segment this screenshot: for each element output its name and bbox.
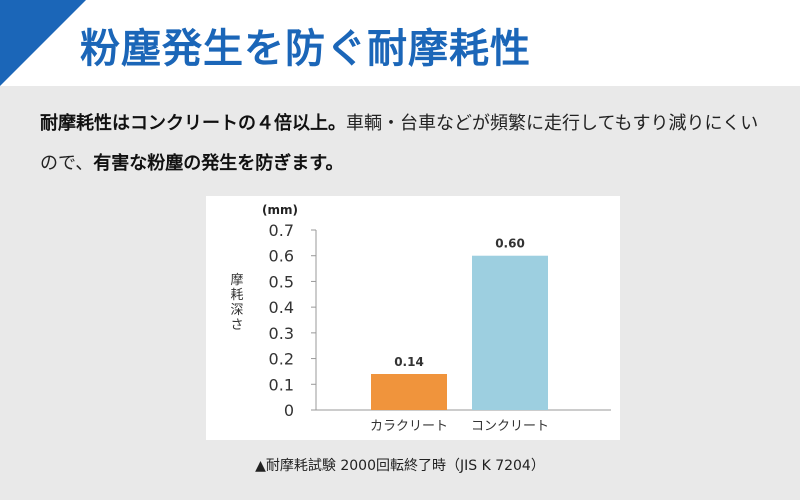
y-tick-label: 0.1 bbox=[269, 375, 294, 394]
y-tick-label: 0.6 bbox=[269, 247, 294, 266]
y-unit-label: (mm) bbox=[262, 203, 298, 217]
y-tick-label: 0.2 bbox=[269, 350, 294, 369]
y-tick-label: 0.7 bbox=[269, 221, 294, 240]
x-category-label: コンクリート bbox=[471, 419, 549, 434]
y-tick-label: 0.3 bbox=[269, 324, 294, 343]
y-axis-label-char: 耗 bbox=[230, 288, 243, 303]
corner-triangle bbox=[0, 0, 86, 86]
description-text: 耐摩耗性はコンクリートの４倍以上。車輌・台車などが頻繁に走行してもすり減りにくい… bbox=[40, 104, 770, 184]
chart-panel: (mm) 0 0.1 0.2 0.3 0.4 0.5 0.6 0.7 摩耗深さ 0.14 カラクリート… bbox=[206, 196, 620, 440]
page-title: 粉塵発生を防ぐ耐摩耗性 bbox=[80, 26, 531, 72]
header-banner: 粉塵発生を防ぐ耐摩耗性 bbox=[0, 0, 800, 86]
bar-1 bbox=[371, 374, 447, 410]
y-tick-label: 0 bbox=[284, 401, 294, 420]
description-bold-2: 有害な粉塵の発生を防ぎます。 bbox=[93, 153, 344, 174]
y-axis-label-char: 摩 bbox=[230, 272, 243, 288]
description-text-1: 車輌・台車などが頻繁に走行してもすり減りにくいので、 bbox=[40, 113, 759, 174]
y-tick-label: 0.5 bbox=[269, 272, 294, 291]
chart-caption: ▲耐摩耗試験 2000回転終了時（JIS K 7204） bbox=[255, 458, 545, 474]
y-axis-label-char: 深 bbox=[230, 303, 243, 318]
bar-value-label: 0.60 bbox=[495, 237, 525, 251]
y-tick-label: 0.4 bbox=[269, 298, 294, 317]
bar-2 bbox=[472, 255, 548, 410]
bar-value-label: 0.14 bbox=[394, 355, 424, 369]
y-axis-label-char: さ bbox=[230, 318, 243, 333]
x-category-label: カラクリート bbox=[370, 419, 448, 434]
description-bold-1: 耐摩耗性はコンクリートの４倍以上。 bbox=[40, 113, 346, 134]
